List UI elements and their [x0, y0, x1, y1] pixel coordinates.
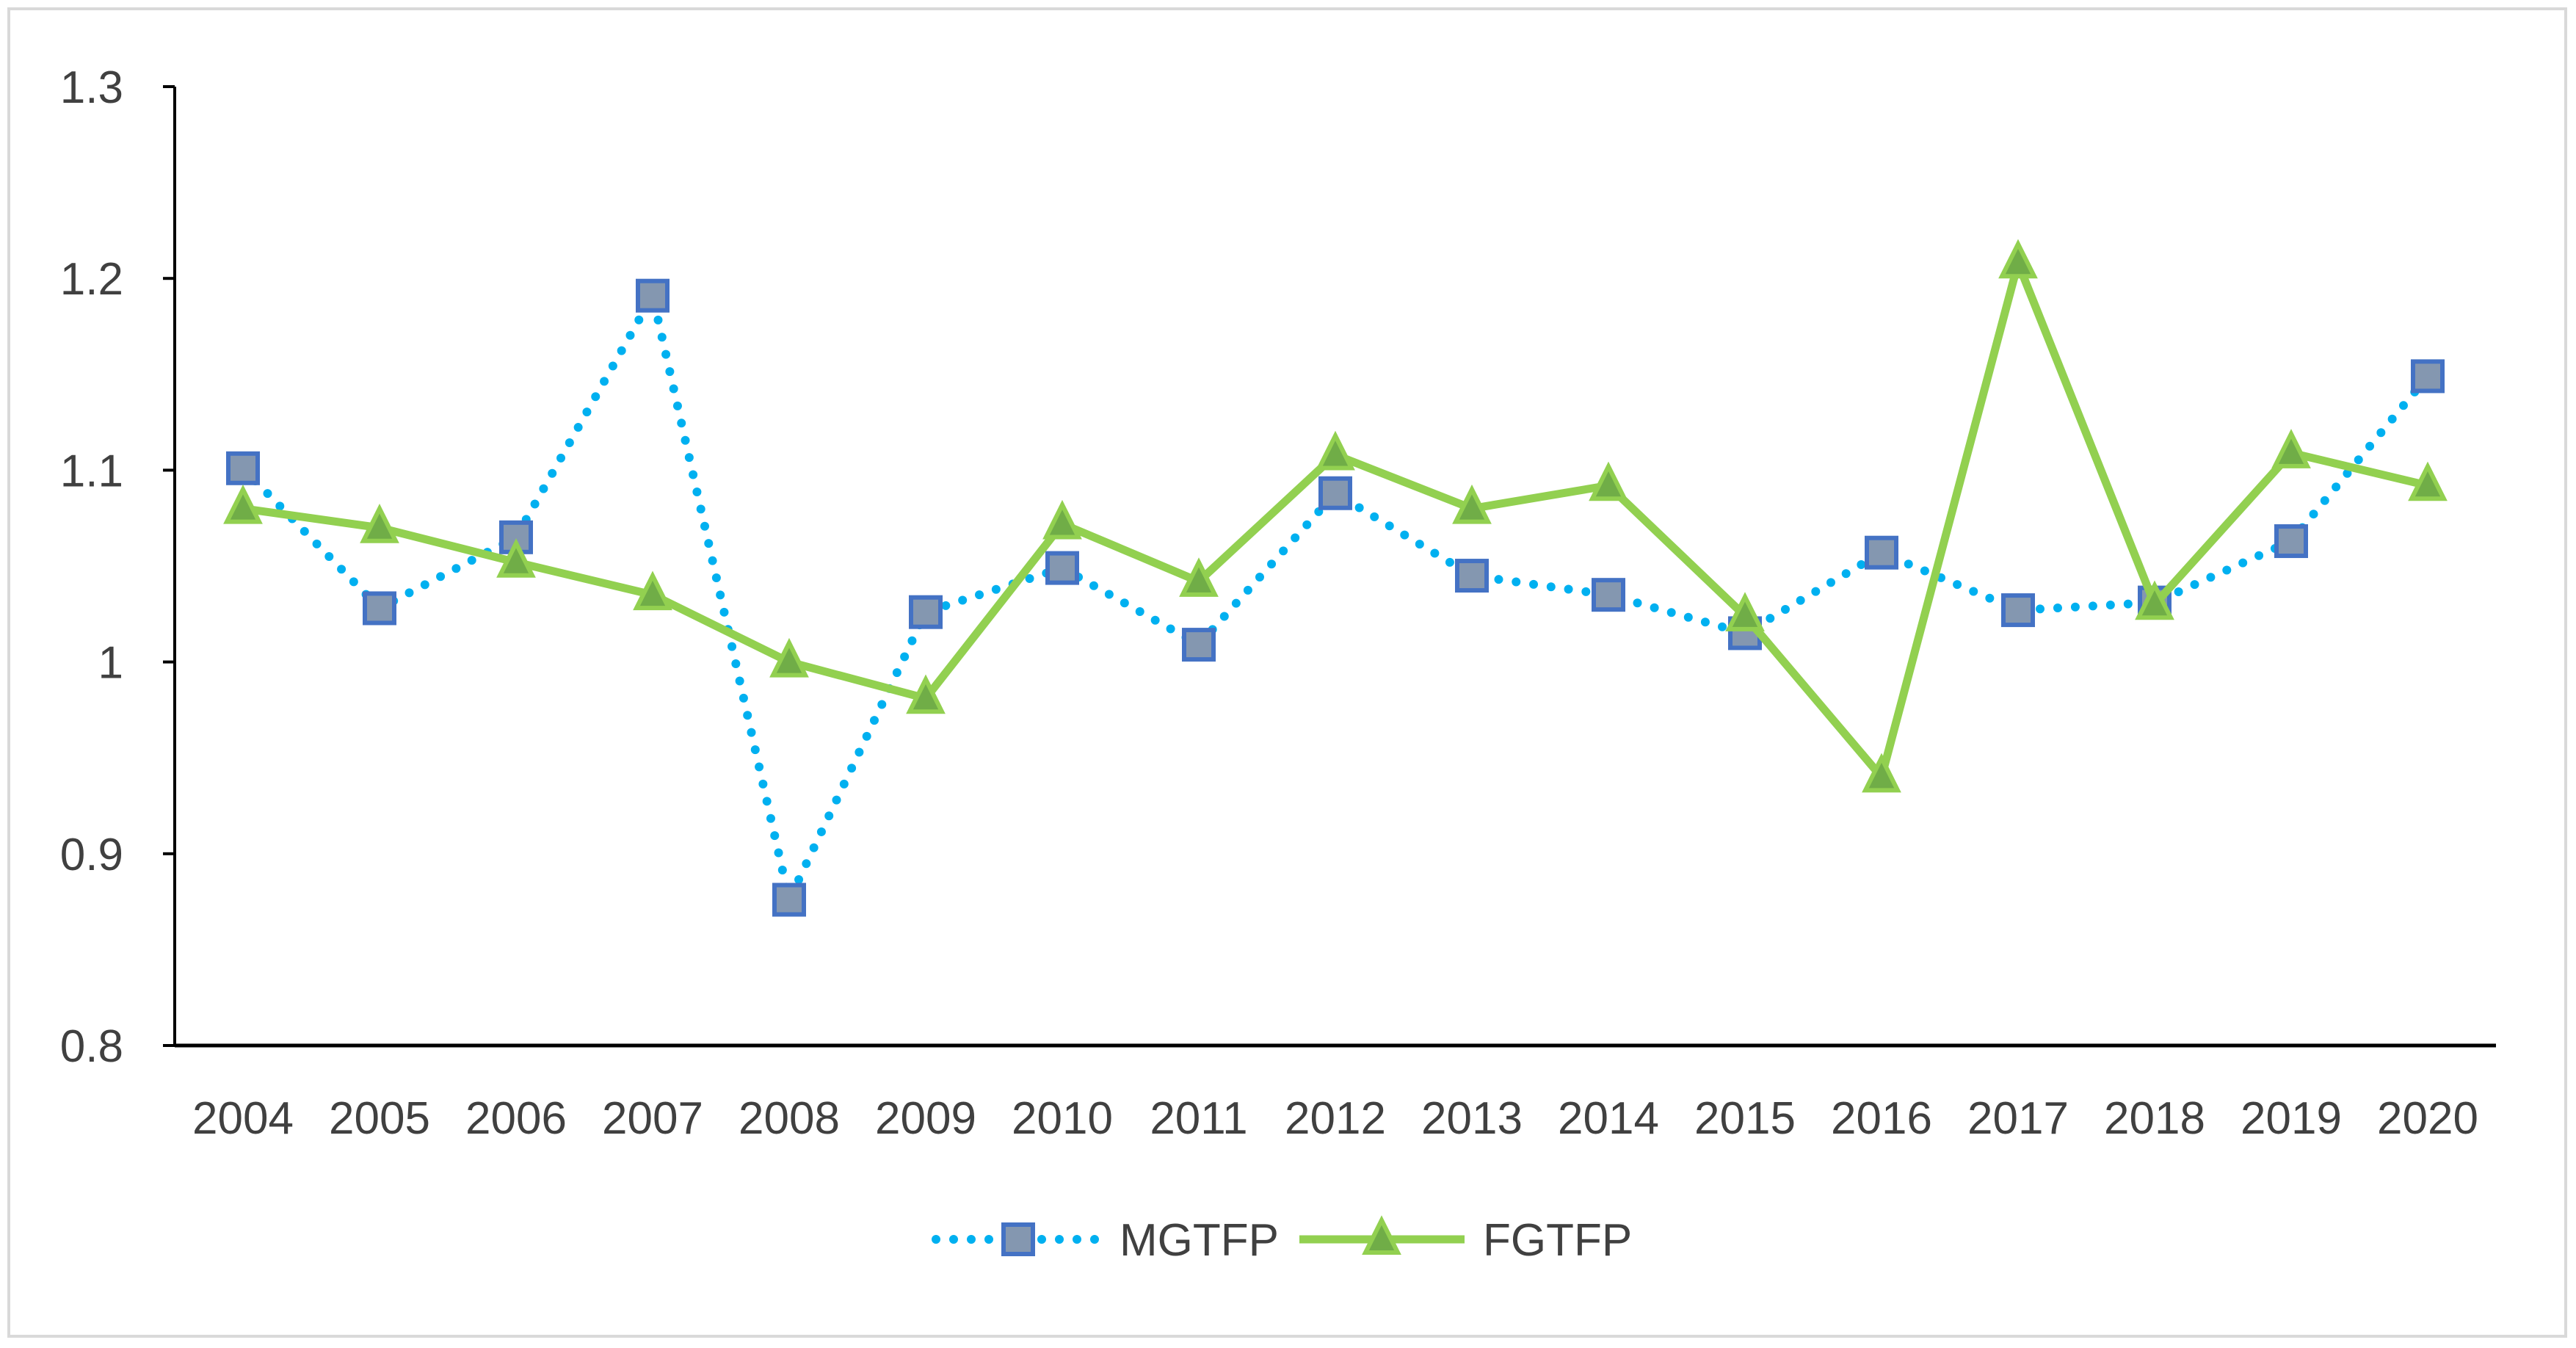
- x-tick-label: 2006: [465, 1093, 567, 1144]
- mgtfp-point: [363, 591, 396, 626]
- mgtfp-point: [1592, 578, 1625, 612]
- fgtfp-point: [769, 637, 809, 678]
- y-axis-ticks: 0.8 0.9 1 1.1 1.2 1.3: [60, 62, 175, 1072]
- fgtfp-point: [1862, 753, 1901, 793]
- x-tick-label: 2009: [875, 1093, 976, 1144]
- legend-marker-mgtfp: [1001, 1222, 1035, 1256]
- fgtfp-point: [2271, 429, 2311, 468]
- y-tick-label: 1.1: [60, 446, 123, 496]
- mgtfp-point: [2001, 593, 2035, 628]
- series-layer: [223, 239, 2448, 917]
- y-tick-label: 0.8: [60, 1021, 123, 1072]
- fgtfp-point: [1042, 499, 1082, 540]
- x-tick-label: 2015: [1694, 1093, 1796, 1144]
- series-mgtfp: [226, 278, 2445, 917]
- fgtfp-point: [633, 570, 672, 611]
- mgtfp-point: [1182, 628, 1216, 662]
- fgtfp-point: [1725, 592, 1765, 631]
- mgtfp-point: [1455, 559, 1489, 593]
- series-fgtfp: [223, 239, 2448, 793]
- legend-label: MGTFP: [1120, 1215, 1279, 1266]
- x-tick-label: 2010: [1012, 1093, 1113, 1144]
- fgtfp-point: [496, 538, 536, 578]
- fgtfp-point: [2408, 461, 2448, 501]
- x-tick-label: 2007: [602, 1093, 703, 1144]
- x-tick-label: 2014: [1558, 1093, 1659, 1144]
- mgtfp-point: [1318, 476, 1352, 510]
- x-axis-ticks: 2004 2005 2006 2007 2008 2009 2010 2011 2012 2013…: [192, 1093, 2478, 1144]
- legend-item-mgtfp: MGTFP: [932, 1215, 1279, 1266]
- mgtfp-point: [2411, 359, 2445, 394]
- fgtfp-point: [1316, 430, 1355, 471]
- mgtfp-point: [772, 883, 806, 917]
- x-tick-label: 2012: [1285, 1093, 1386, 1144]
- y-tick-label: 1.2: [60, 254, 123, 305]
- mgtfp-point: [909, 595, 943, 629]
- fgtfp-point: [1589, 461, 1628, 501]
- fgtfp-line: [242, 258, 2429, 781]
- x-tick-label: 2005: [329, 1093, 430, 1144]
- x-tick-label: 2004: [192, 1093, 294, 1144]
- mgtfp-point: [1045, 551, 1079, 585]
- mgtfp-line: [239, 291, 2432, 905]
- y-tick-label: 0.9: [60, 830, 123, 880]
- x-tick-label: 2008: [739, 1093, 840, 1144]
- fgtfp-point: [360, 504, 399, 543]
- y-tick-label: 1.3: [60, 62, 123, 113]
- mgtfp-point: [1865, 535, 1898, 570]
- fgtfp-point: [1998, 239, 2038, 279]
- x-tick-label: 2019: [2241, 1093, 2342, 1144]
- legend-item-fgtfp: FGTFP: [1299, 1215, 1632, 1266]
- fgtfp-point: [1452, 484, 1492, 524]
- fgtfp-point: [223, 484, 263, 524]
- x-tick-label: 2011: [1150, 1093, 1247, 1144]
- mgtfp-point: [636, 278, 670, 313]
- x-tick-label: 2016: [1831, 1093, 1932, 1144]
- x-tick-label: 2013: [1421, 1093, 1523, 1144]
- mgtfp-point: [226, 451, 260, 485]
- chart-frame: [7, 7, 2567, 1338]
- legend-label: FGTFP: [1483, 1215, 1632, 1266]
- legend: MGTFP FGTFP: [932, 1215, 1632, 1266]
- x-tick-label: 2017: [1967, 1093, 2069, 1144]
- y-tick-label: 1: [98, 638, 123, 689]
- legend-marker-fgtfp: [1362, 1215, 1401, 1255]
- fgtfp-point: [2135, 580, 2174, 620]
- axes: [173, 87, 2496, 1048]
- fgtfp-point: [1179, 557, 1219, 597]
- mgtfp-point: [2274, 524, 2308, 559]
- x-tick-label: 2020: [2377, 1093, 2478, 1144]
- fgtfp-point: [906, 674, 946, 714]
- x-tick-label: 2018: [2104, 1093, 2205, 1144]
